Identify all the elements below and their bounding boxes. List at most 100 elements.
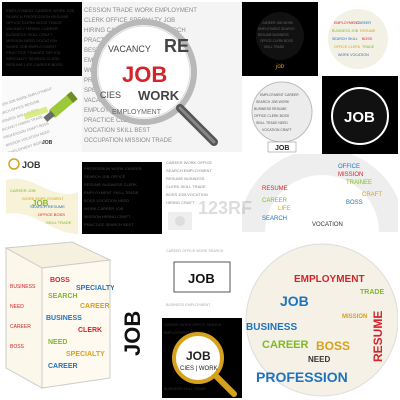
- card-caption: JOB: [188, 271, 215, 286]
- svg-text:VOCATION SKILL BEST: VOCATION SKILL BEST: [84, 128, 150, 134]
- svg-text:VOCATION CRAFT: VOCATION CRAFT: [262, 128, 292, 132]
- svg-text:PRACTICE TRAINEE OFFICE: PRACTICE TRAINEE OFFICE: [6, 50, 61, 55]
- svg-text:CAREER JOB: CAREER JOB: [10, 188, 36, 193]
- dark-sphere-tile: CAREER JOB WORK EMPLOYMENT SEARCH RESUME…: [242, 2, 318, 76]
- svg-text:MISSION: MISSION: [342, 314, 367, 320]
- svg-text:SEARCH SKILL: SEARCH SKILL: [332, 37, 358, 41]
- svg-text:CAREER: CAREER: [48, 363, 78, 370]
- svg-text:CRAFT: CRAFT: [362, 192, 382, 198]
- svg-text:SKILL TRADE NEED: SKILL TRADE NEED: [256, 121, 288, 125]
- svg-text:SEARCH PROFESSION RESUME: SEARCH PROFESSION RESUME: [6, 14, 69, 19]
- svg-text:OFFICE CLERK: OFFICE CLERK: [334, 45, 361, 49]
- svg-text:SKILL TRADE: SKILL TRADE: [264, 45, 284, 49]
- small-lens-headline: JOB: [186, 349, 211, 363]
- svg-text:PRACTICE SEARCH BEST: PRACTICE SEARCH BEST: [84, 222, 134, 227]
- svg-text:TRADE: TRADE: [360, 289, 384, 296]
- svg-text:OFFICE BOSS: OFFICE BOSS: [38, 212, 65, 217]
- lens-word: EMPLOYMENT: [112, 109, 162, 116]
- svg-text:CAREER OFFICE WORK SEARCH: CAREER OFFICE WORK SEARCH: [166, 249, 224, 253]
- svg-text:EMPLOYMENT: EMPLOYMENT: [334, 21, 360, 25]
- svg-text:CAREER WORK OFFICE SEARCH: CAREER WORK OFFICE SEARCH: [164, 323, 222, 327]
- svg-text:OFFICE CLERK BOSS: OFFICE CLERK BOSS: [254, 114, 290, 118]
- svg-text:RESUME BUSINESS CLERK: RESUME BUSINESS CLERK: [84, 182, 137, 187]
- svg-text:WORK JOB EMPLOYMENT: WORK JOB EMPLOYMENT: [6, 44, 57, 49]
- svg-text:OFFICE CLERK BOSS TRADE: OFFICE CLERK BOSS TRADE: [6, 20, 62, 25]
- svg-text:WORK CAREER JOB: WORK CAREER JOB: [84, 206, 123, 211]
- dark-circle-caption: JOB: [275, 145, 289, 152]
- svg-text:LIFE: LIFE: [278, 206, 291, 212]
- lens-word: WORK: [138, 88, 180, 103]
- svg-text:EMPLOYMENT: EMPLOYMENT: [294, 274, 365, 285]
- svg-text:PRACTICE CLERK SEARCH: PRACTICE CLERK SEARCH: [84, 118, 163, 124]
- svg-text:PROFESSION WORK CAREER: PROFESSION WORK CAREER: [84, 166, 142, 171]
- badge-caption: JOB: [344, 109, 375, 126]
- svg-text:WORK EMPLOYMENT: WORK EMPLOYMENT: [22, 196, 64, 201]
- wave-tile: JOB CAREER JOB WORK EMPLOYMENT SEARCH RE…: [2, 152, 82, 238]
- svg-text:BOSS VOCATION NEED: BOSS VOCATION NEED: [84, 198, 129, 203]
- svg-text:BUSINESS: BUSINESS: [10, 284, 36, 290]
- wave-caption: JOB: [32, 199, 49, 208]
- dark-wordcloud-tile: EMPLOYMENT CAREER WORK JOB SEARCH PROFES…: [2, 2, 82, 76]
- svg-text:BOSS: BOSS: [346, 200, 363, 206]
- svg-text:BUSINESS: BUSINESS: [46, 315, 82, 322]
- svg-text:MISSION HIRING CRAFT: MISSION HIRING CRAFT: [84, 214, 131, 219]
- svg-text:CLERK SKILL TRADE: CLERK SKILL TRADE: [166, 184, 206, 189]
- svg-text:TRADE: TRADE: [362, 45, 375, 49]
- svg-text:RESUME: RESUME: [262, 186, 288, 192]
- lens-headline: JOB: [122, 62, 167, 87]
- svg-text:NEED: NEED: [48, 339, 67, 346]
- svg-text:BOSS: BOSS: [10, 344, 25, 350]
- svg-text:PROFESSION: PROFESSION: [256, 369, 348, 385]
- svg-text:WORK VOCATION: WORK VOCATION: [338, 53, 369, 57]
- svg-text:BOSS: BOSS: [362, 37, 373, 41]
- svg-text:NEED: NEED: [10, 304, 24, 310]
- lens-word: CIES: [100, 90, 121, 100]
- svg-text:SEARCH: SEARCH: [262, 216, 287, 222]
- svg-text:HIRING CRAFT: HIRING CRAFT: [166, 200, 195, 205]
- arc-words-tile: OFFICE MISSION TRAINEE RESUME CRAFT BOSS…: [242, 154, 398, 234]
- svg-text:CAREER: CAREER: [356, 21, 371, 25]
- svg-text:VACANCY HIRING CAREER: VACANCY HIRING CAREER: [6, 26, 58, 31]
- svg-text:JOB: JOB: [42, 140, 53, 146]
- vertical-label-tile: JOB: [114, 238, 154, 396]
- big-circle-tile: EMPLOYMENT JOB BUSINESS CAREER BOSS NEED…: [242, 234, 398, 398]
- circle-wordcloud-tile: EMPLOYMENT CAREER SEARCH JOB WORK BUSINE…: [242, 76, 322, 154]
- svg-text:CAREER: CAREER: [10, 324, 31, 330]
- svg-text:MISSION: MISSION: [338, 172, 363, 178]
- svg-text:MISSION NEED VOCATION: MISSION NEED VOCATION: [6, 38, 57, 43]
- banner-left-caption: JOB: [22, 160, 41, 170]
- svg-text:CAREER: CAREER: [262, 339, 309, 351]
- svg-text:EMPLOYMENT RESUME: EMPLOYMENT RESUME: [164, 331, 206, 335]
- svg-text:RESUME: RESUME: [360, 29, 376, 33]
- svg-text:CESSION TRADE WORK EMPLOYMENT: CESSION TRADE WORK EMPLOYMENT: [84, 8, 197, 14]
- small-lens-subline: CIES | WORK: [180, 366, 218, 372]
- svg-text:BOSS: BOSS: [316, 339, 350, 353]
- svg-text:BUSINESS SKILL CRAFT: BUSINESS SKILL CRAFT: [6, 32, 53, 37]
- svg-text:EMPLOYMENT SEARCH: EMPLOYMENT SEARCH: [258, 27, 295, 31]
- svg-text:EMPLOYMENT CAREER: EMPLOYMENT CAREER: [260, 93, 299, 97]
- svg-text:CAREER WORK OFFICE: CAREER WORK OFFICE: [166, 160, 212, 165]
- magnifier-small-tile: CAREER WORK OFFICE SEARCH EMPLOYMENT RES…: [162, 318, 242, 398]
- svg-text:BUSINESS EMPLOYMENT: BUSINESS EMPLOYMENT: [166, 303, 211, 307]
- big-circle-headline: JOB: [280, 293, 309, 309]
- lens-word: RE: [164, 36, 189, 56]
- svg-text:BUSINESS SKILL TRADE: BUSINESS SKILL TRADE: [164, 387, 207, 391]
- svg-text:BOSS JOB VOCATION: BOSS JOB VOCATION: [166, 192, 208, 197]
- svg-text:BOSS: BOSS: [50, 277, 70, 284]
- svg-text:CLERK OFFICE SPECIALTY JOB: CLERK OFFICE SPECIALTY JOB: [84, 18, 175, 24]
- svg-text:RESUME LIFE CAREER BOSS: RESUME LIFE CAREER BOSS: [6, 62, 63, 67]
- svg-text:NEED: NEED: [308, 355, 330, 364]
- svg-text:BUSINESS: BUSINESS: [246, 322, 297, 333]
- svg-text:SPECIALTY: SPECIALTY: [76, 285, 114, 292]
- magnifier-wordcloud-tile: CESSION TRADE WORK EMPLOYMENT CLERK OFFI…: [82, 2, 242, 152]
- svg-text:CAREER: CAREER: [262, 198, 288, 204]
- svg-text:RESUME BUSINESS: RESUME BUSINESS: [258, 33, 289, 37]
- svg-text:RESUME: RESUME: [371, 311, 385, 362]
- svg-text:EMPLOYMENT CAREER WORK JOB: EMPLOYMENT CAREER WORK JOB: [6, 8, 74, 13]
- highlighter-tile: CAREER JOB WORK EMPLOYMENT SEARCH OFFICE…: [2, 76, 82, 152]
- svg-text:BUSINESS RESUME: BUSINESS RESUME: [254, 107, 287, 111]
- svg-text:SEARCH EMPLOYMENT: SEARCH EMPLOYMENT: [166, 168, 212, 173]
- svg-text:VOCATION: VOCATION: [312, 222, 343, 228]
- svg-text:CLERK: CLERK: [78, 327, 102, 334]
- card-tile: CAREER OFFICE WORK SEARCH BUSINESS EMPLO…: [162, 240, 242, 318]
